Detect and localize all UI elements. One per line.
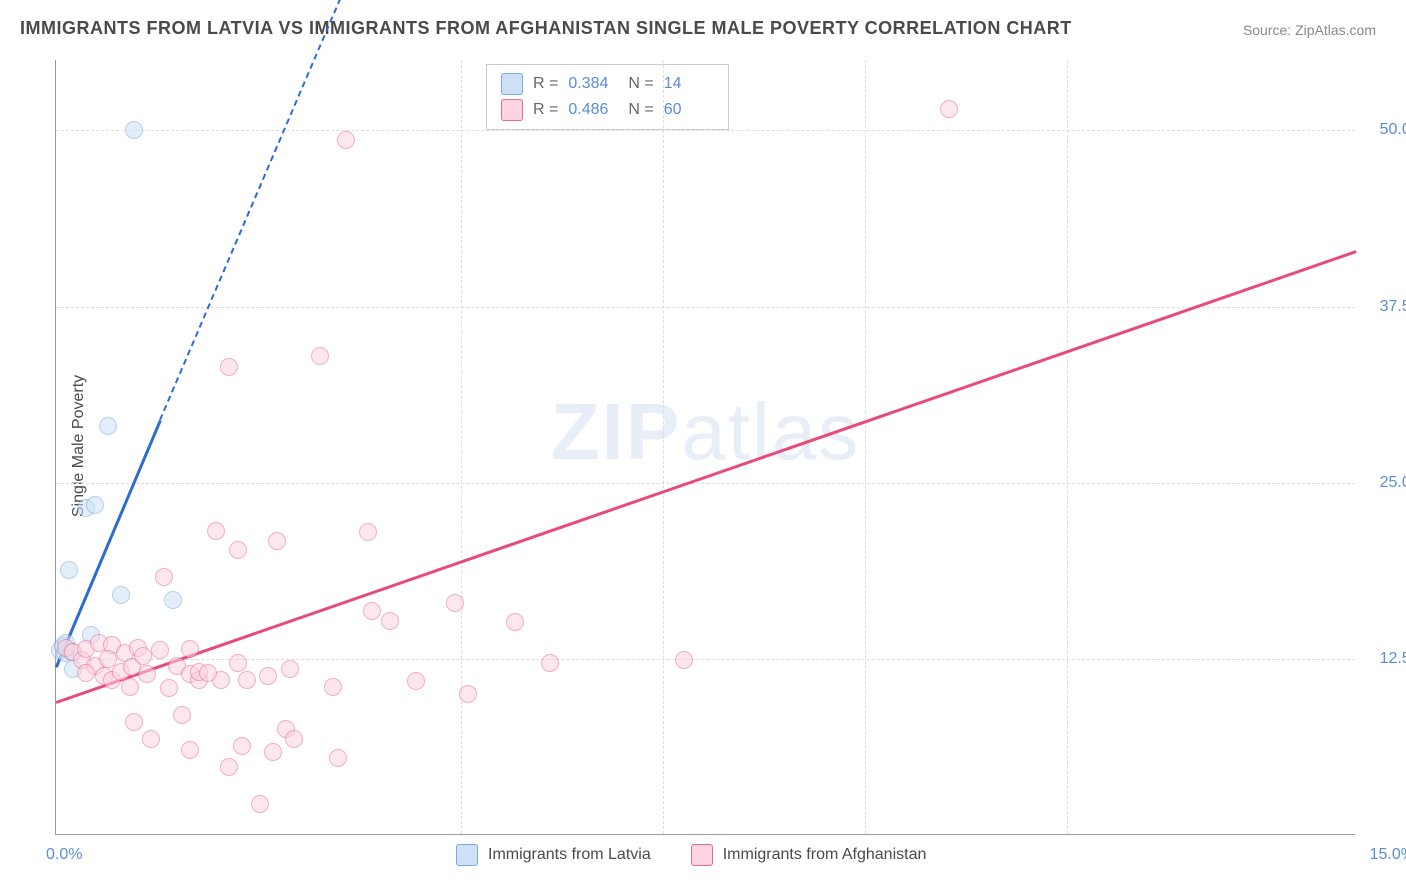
source-link[interactable]: ZipAtlas.com (1295, 22, 1376, 38)
gridline-horizontal (56, 483, 1355, 484)
trend-line (56, 250, 1357, 703)
x-tick-label: 0.0% (46, 846, 82, 864)
legend-swatch (691, 844, 713, 866)
legend-swatch (456, 844, 478, 866)
legend-swatch (501, 99, 523, 121)
y-tick-label: 50.0% (1365, 121, 1406, 139)
data-point (199, 664, 217, 682)
legend-series-name: Immigrants from Latvia (488, 846, 651, 864)
y-tick-label: 12.5% (1365, 650, 1406, 668)
data-point (181, 640, 199, 658)
legend-n-value: 60 (664, 101, 714, 119)
gridline-vertical (1067, 60, 1068, 834)
data-point (233, 737, 251, 755)
y-tick-label: 25.0% (1365, 474, 1406, 492)
data-point (251, 795, 269, 813)
data-point (459, 685, 477, 703)
y-tick-label: 37.5% (1365, 298, 1406, 316)
data-point (155, 568, 173, 586)
source-prefix: Source: (1243, 22, 1295, 38)
gridline-vertical (865, 60, 866, 834)
gridline-vertical (461, 60, 462, 834)
data-point (337, 131, 355, 149)
data-point (112, 586, 130, 604)
data-point (164, 591, 182, 609)
legend-row: R = 0.486 N = 60 (501, 97, 714, 123)
data-point (229, 541, 247, 559)
legend-series-name: Immigrants from Afghanistan (723, 846, 927, 864)
data-point (151, 641, 169, 659)
data-point (77, 664, 95, 682)
data-point (324, 678, 342, 696)
watermark-bold: ZIP (551, 387, 681, 476)
chart-title: IMMIGRANTS FROM LATVIA VS IMMIGRANTS FRO… (20, 18, 1072, 39)
watermark: ZIPatlas (551, 386, 860, 478)
legend-row: R = 0.384 N = 14 (501, 71, 714, 97)
data-point (506, 613, 524, 631)
legend-r-value: 0.486 (568, 101, 618, 119)
data-point (229, 654, 247, 672)
data-point (181, 741, 199, 759)
source-attribution: Source: ZipAtlas.com (1243, 22, 1376, 38)
data-point (281, 660, 299, 678)
data-point (359, 523, 377, 541)
data-point (99, 417, 117, 435)
data-point (675, 651, 693, 669)
data-point (238, 671, 256, 689)
data-point (363, 602, 381, 620)
legend-item: Immigrants from Latvia (456, 844, 651, 866)
data-point (99, 650, 117, 668)
trend-line-extrapolated (159, 0, 369, 421)
gridline-vertical (663, 60, 664, 834)
data-point (60, 561, 78, 579)
legend-r-label: R = (533, 101, 558, 119)
data-point (125, 121, 143, 139)
data-point (220, 358, 238, 376)
data-point (259, 667, 277, 685)
data-point (541, 654, 559, 672)
data-point (268, 532, 286, 550)
data-point (134, 647, 152, 665)
data-point (160, 679, 178, 697)
legend-item: Immigrants from Afghanistan (691, 844, 927, 866)
gridline-horizontal (56, 307, 1355, 308)
legend-n-label: N = (628, 75, 653, 93)
data-point (121, 678, 139, 696)
data-point (285, 730, 303, 748)
data-point (173, 706, 191, 724)
data-point (311, 347, 329, 365)
gridline-horizontal (56, 130, 1355, 131)
legend-r-value: 0.384 (568, 75, 618, 93)
gridline-horizontal (56, 659, 1355, 660)
data-point (142, 730, 160, 748)
data-point (446, 594, 464, 612)
data-point (86, 496, 104, 514)
data-point (381, 612, 399, 630)
legend-swatch (501, 73, 523, 95)
data-point (138, 665, 156, 683)
data-point (407, 672, 425, 690)
legend-n-value: 14 (664, 75, 714, 93)
data-point (220, 758, 238, 776)
correlation-legend: R = 0.384 N = 14 R = 0.486 N = 60 (486, 64, 729, 130)
x-tick-label: 15.0% (1370, 846, 1406, 864)
data-point (940, 100, 958, 118)
legend-r-label: R = (533, 75, 558, 93)
data-point (329, 749, 347, 767)
plot-area: ZIPatlas R =0.384N =14R =0.486N =60 Immi… (55, 60, 1355, 835)
trend-line (55, 420, 161, 668)
data-point (207, 522, 225, 540)
data-point (264, 743, 282, 761)
legend-n-label: N = (628, 101, 653, 119)
series-legend: Immigrants from Latvia Immigrants from Af… (456, 844, 926, 866)
data-point (125, 713, 143, 731)
